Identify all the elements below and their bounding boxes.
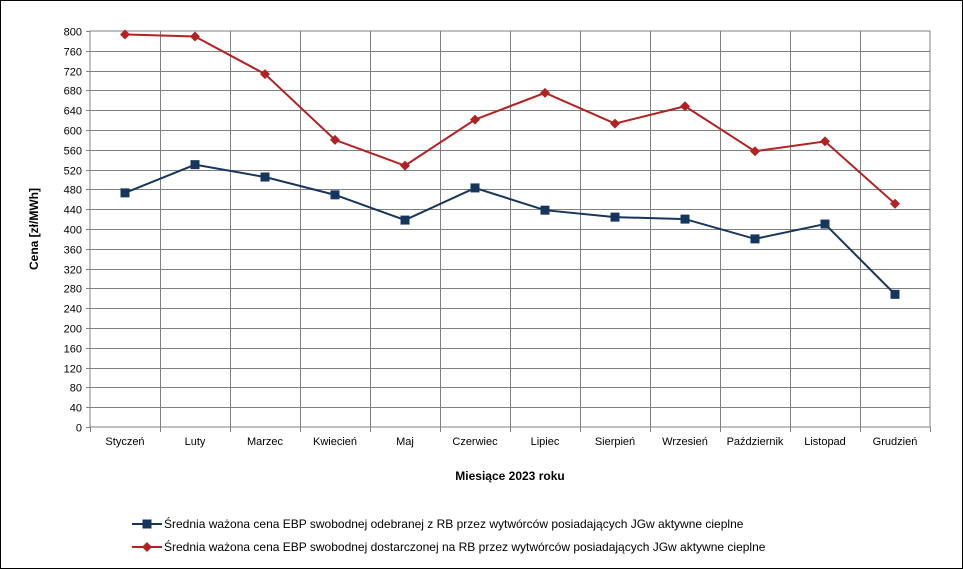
y-tick-label: 400 [64, 225, 82, 237]
y-tick-label: 360 [64, 245, 82, 257]
x-tick-label: Styczeń [105, 436, 144, 448]
legend-entry: Średnia ważona cena EBP swobodnej odebra… [132, 516, 744, 531]
series-1 [120, 160, 900, 299]
y-tick-labels: 0 40 80 120 160 200 240 280 320 360 400 440 480 520 56… [64, 27, 82, 435]
y-tick-label: 200 [64, 324, 82, 336]
y-tick-label: 520 [64, 166, 82, 178]
legend: Średnia ważona cena EBP swobodnej odebra… [132, 516, 766, 554]
data-point [330, 190, 340, 200]
legend-label: Średnia ważona cena EBP swobodnej dostar… [164, 539, 766, 554]
x-tick-labels: Styczeń Luty Marzec Kwiecień Maj Czerwiec Lipi… [105, 436, 917, 448]
y-tick-label: 240 [64, 304, 82, 316]
data-point [890, 198, 900, 209]
x-tick-label: Listopad [804, 436, 846, 448]
y-tick-label: 80 [70, 383, 82, 395]
data-point [120, 29, 130, 40]
y-tick-label: 680 [64, 86, 82, 98]
x-tick-label: Czerwiec [452, 436, 498, 448]
data-point [330, 134, 340, 145]
data-point [820, 219, 830, 229]
x-tick-label: Luty [185, 436, 206, 448]
y-tick-label: 800 [64, 27, 82, 39]
x-tick-label: Maj [396, 436, 414, 448]
x-tick-label: Lipiec [531, 436, 560, 448]
data-point [680, 101, 690, 112]
y-tick-label: 320 [64, 265, 82, 277]
series [120, 29, 900, 299]
data-point [260, 69, 270, 80]
axes [86, 31, 931, 432]
data-point [142, 519, 152, 529]
y-axis-label: Cena [zł/MWh] [27, 188, 41, 270]
data-point [400, 160, 410, 171]
data-point [190, 160, 200, 170]
data-point [750, 234, 760, 244]
y-tick-label: 280 [64, 284, 82, 296]
x-axis-label: Miesiące 2023 roku [455, 469, 564, 483]
legend-label: Średnia ważona cena EBP swobodnej odebra… [164, 516, 744, 531]
y-tick-label: 600 [64, 126, 82, 138]
data-point [190, 31, 200, 42]
x-tick-label: Grudzień [873, 436, 918, 448]
data-point [540, 87, 550, 98]
data-point [400, 215, 410, 225]
series-2 [120, 29, 900, 209]
x-tick-label: Wrzesień [662, 436, 708, 448]
data-point [470, 114, 480, 125]
x-tick-label: Październik [727, 436, 784, 448]
y-tick-label: 480 [64, 185, 82, 197]
y-tick-label: 40 [70, 403, 82, 415]
data-point [260, 172, 270, 182]
y-tick-label: 440 [64, 205, 82, 217]
y-tick-label: 120 [64, 364, 82, 376]
series-line [124, 163, 896, 296]
data-point [750, 146, 760, 157]
grid [89, 30, 931, 428]
legend-entry: Średnia ważona cena EBP swobodnej dostar… [132, 539, 766, 554]
data-point [142, 542, 152, 552]
y-tick-label: 0 [76, 423, 82, 435]
data-point [540, 205, 550, 215]
data-point [680, 214, 690, 224]
data-point [610, 212, 620, 222]
data-point [120, 188, 130, 198]
y-tick-label: 560 [64, 146, 82, 158]
y-tick-label: 720 [64, 67, 82, 79]
y-tick-label: 160 [64, 344, 82, 356]
series-line [124, 33, 896, 205]
x-tick-label: Sierpień [595, 436, 635, 448]
data-point [890, 289, 900, 299]
data-point [820, 136, 830, 147]
y-tick-label: 640 [64, 106, 82, 118]
y-tick-label: 760 [64, 47, 82, 59]
data-point [470, 183, 480, 193]
x-tick-label: Marzec [247, 436, 284, 448]
data-point [610, 118, 620, 129]
x-tick-label: Kwiecień [313, 436, 357, 448]
